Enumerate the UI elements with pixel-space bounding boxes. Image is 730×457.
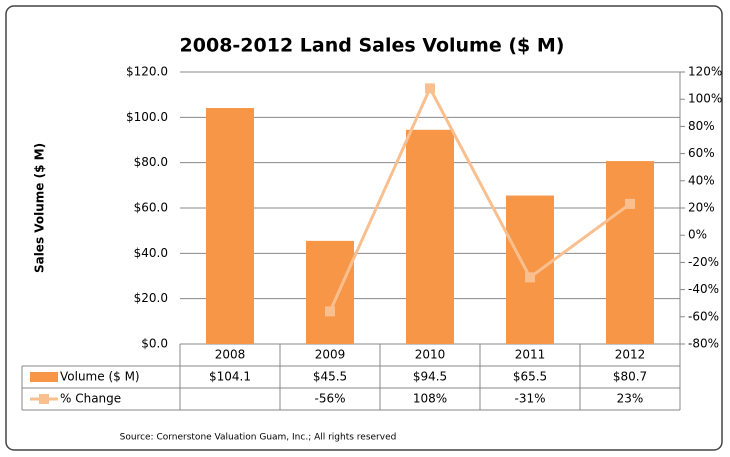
y2-tick-label: 20%	[688, 201, 715, 215]
bar	[306, 240, 354, 344]
y-tick-label: $80.0	[134, 155, 168, 169]
bar	[606, 161, 654, 344]
y-tick-label: $60.0	[134, 201, 168, 215]
x-tick-label: 2009	[315, 348, 346, 362]
y2-tick-label: 120%	[688, 65, 722, 79]
table-value: -31%	[514, 392, 545, 406]
marker	[325, 306, 335, 317]
y2-tick-label: -80%	[688, 337, 719, 351]
table-value: $104.1	[209, 370, 251, 384]
bar	[206, 108, 254, 344]
y2-tick-label: -40%	[688, 282, 719, 296]
source: Source: Cornerstone Valuation Guam, Inc.…	[120, 433, 397, 443]
marker	[625, 198, 635, 209]
y2-tick-label: -60%	[688, 309, 719, 323]
chart-title: 2008-2012 Land Sales Volume ($ M)	[180, 35, 565, 57]
y2-tick-label: 60%	[688, 146, 715, 160]
bar	[406, 129, 454, 344]
y2-tick-label: 40%	[688, 173, 715, 187]
table-value: $65.5	[513, 370, 547, 384]
x-tick-label: 2012	[615, 348, 646, 362]
y-tick-label: $40.0	[134, 246, 168, 260]
table-value: 108%	[413, 392, 447, 406]
y-tick-label: $120.0	[126, 65, 168, 79]
y2-tick-label: 0%	[688, 228, 707, 242]
marker	[525, 272, 535, 283]
x-tick-label: 2010	[415, 348, 446, 362]
y-axis-label: Sales Volume ($ M)	[33, 143, 47, 273]
table-value: 23%	[617, 392, 644, 406]
line	[328, 84, 631, 312]
table-value: $80.7	[613, 370, 647, 384]
legend-swatch	[30, 372, 58, 382]
table-value: $94.5	[413, 370, 447, 384]
x-tick-label: 2008	[215, 348, 246, 362]
legend-swatch	[39, 394, 49, 404]
marker	[425, 83, 435, 94]
y2-tick-label: 100%	[688, 92, 722, 106]
y-tick-label: $0.0	[141, 337, 168, 351]
legend-label: Volume ($ M)	[60, 370, 140, 384]
table-value: -56%	[314, 392, 345, 406]
table-value: $45.5	[313, 370, 347, 384]
y-tick-label: $20.0	[134, 291, 168, 305]
y-tick-label: $100.0	[126, 110, 168, 124]
legend-label: % Change	[60, 392, 121, 406]
y2-tick-label: 80%	[688, 119, 715, 133]
x-tick-label: 2011	[515, 348, 546, 362]
bar	[506, 195, 554, 344]
y2-tick-label: -20%	[688, 255, 719, 269]
